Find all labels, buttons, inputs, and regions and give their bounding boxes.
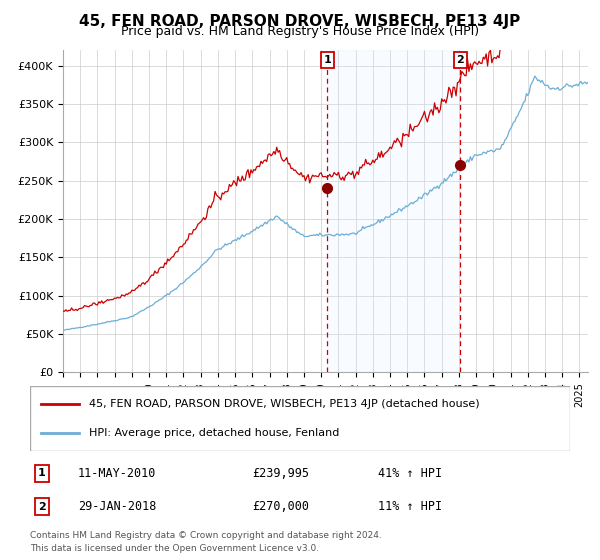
Text: 2: 2: [457, 55, 464, 65]
FancyBboxPatch shape: [30, 386, 570, 451]
Text: 1: 1: [38, 468, 46, 478]
Text: Contains HM Land Registry data © Crown copyright and database right 2024.: Contains HM Land Registry data © Crown c…: [30, 531, 382, 540]
Text: 45, FEN ROAD, PARSON DROVE, WISBECH, PE13 4JP (detached house): 45, FEN ROAD, PARSON DROVE, WISBECH, PE1…: [89, 399, 480, 409]
Text: 29-JAN-2018: 29-JAN-2018: [78, 500, 157, 514]
Text: 1: 1: [323, 55, 331, 65]
Text: £270,000: £270,000: [252, 500, 309, 514]
Text: This data is licensed under the Open Government Licence v3.0.: This data is licensed under the Open Gov…: [30, 544, 319, 553]
Text: 2: 2: [38, 502, 46, 512]
Text: 11-MAY-2010: 11-MAY-2010: [78, 466, 157, 480]
Text: 11% ↑ HPI: 11% ↑ HPI: [378, 500, 442, 514]
Text: 41% ↑ HPI: 41% ↑ HPI: [378, 466, 442, 480]
Text: HPI: Average price, detached house, Fenland: HPI: Average price, detached house, Fenl…: [89, 428, 340, 438]
Bar: [328, 50, 460, 372]
Text: 45, FEN ROAD, PARSON DROVE, WISBECH, PE13 4JP: 45, FEN ROAD, PARSON DROVE, WISBECH, PE1…: [79, 14, 521, 29]
Text: Price paid vs. HM Land Registry's House Price Index (HPI): Price paid vs. HM Land Registry's House …: [121, 25, 479, 38]
Text: £239,995: £239,995: [252, 466, 309, 480]
